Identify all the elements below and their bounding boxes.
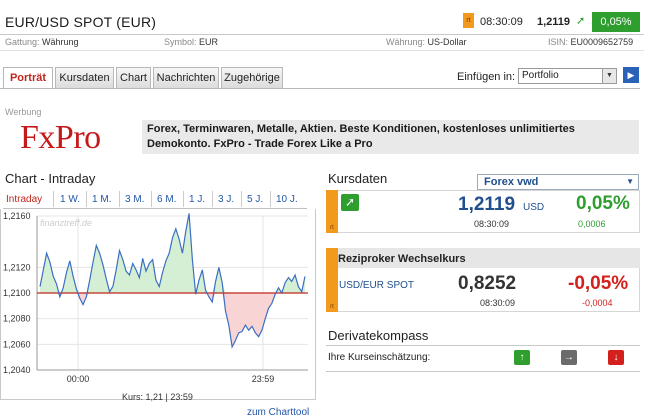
y-tick-label: 1,2040 [3,365,31,375]
range-separator [151,191,152,207]
kursdaten-change-pct: 0,05% [576,193,630,214]
source-select[interactable]: Forex vwd ▼ [477,174,639,190]
tab-nachrichten[interactable]: Nachrichten [153,67,219,88]
range-separator [270,191,271,207]
realtime-strip: rt [326,190,338,233]
kursdaten-currency: USD [523,202,545,213]
y-tick-label: 1,2100 [3,288,31,298]
vote-sideways-button[interactable]: → [561,350,577,365]
meta-waehrung: Währung: US-Dollar [386,37,467,47]
intraday-chart[interactable]: 1,2160 1,2120 1,2100 1,2080 1,2060 1,2040 00:0… [0,209,316,391]
charttool-link[interactable]: zum Charttool [247,407,310,418]
header-time: 08:30:09 [480,16,523,28]
kursdaten-price: 1,2119 [458,194,516,215]
chart-title: Chart - Intraday [5,171,96,186]
realtime-strip: rt [326,248,338,312]
meta-divider [0,50,644,51]
reziprok-change-abs: -0,0004 [582,298,613,308]
ad-label: Werbung [5,107,42,117]
y-tick-label: 1,2160 [3,211,31,221]
range-tab-intraday[interactable]: Intraday [6,194,43,205]
tab-zugehoerige[interactable]: Zugehörige [221,67,283,88]
header-divider [0,34,644,35]
ad-banner[interactable] [142,120,639,154]
kursdaten-title: Kursdaten [328,171,388,186]
chart-watermark: finanztreff.de [40,218,93,228]
reziprok-price: 0,8252 [458,273,517,294]
tab-chart[interactable]: Chart [116,67,151,88]
y-tick-label: 1,2120 [3,262,31,272]
arrow-up-icon: ➚ [341,194,359,211]
vote-down-button[interactable]: ↓ [608,350,624,365]
tabs-divider [0,88,640,89]
arrow-up-icon: ➚ [576,15,586,27]
reziprok-time: 08:30:09 [480,298,516,308]
range-tab-3j[interactable]: 3 J. [218,194,235,205]
tab-portraet[interactable]: Porträt [3,67,53,89]
chart-kurs-info: Kurs: 1,21 | 23:59 [122,392,193,402]
y-tick-label: 1,2060 [3,339,31,349]
range-tab-10j[interactable]: 10 J. [276,194,298,205]
insert-go-button[interactable]: ▶ [623,67,639,83]
x-tick-label: 00:00 [67,374,90,384]
area-below-baseline [40,293,305,347]
range-tab-1m[interactable]: 1 M. [92,194,112,205]
range-tab-6m[interactable]: 6 M. [157,194,177,205]
derivatekompass-title: Derivatekompass [328,328,429,343]
chart-frame [0,209,316,400]
range-separator [86,191,87,207]
fxpro-logo[interactable]: FxPro [20,119,101,156]
range-divider [3,208,307,209]
source-select-value: Forex vwd [484,176,539,188]
meta-symbol: Symbol: EUR [164,37,219,47]
area-above-baseline [40,213,305,293]
range-tab-1j[interactable]: 1 J. [189,194,206,205]
realtime-badge: rt [463,13,474,28]
vote-up-button[interactable]: ↑ [514,350,530,365]
reziprok-link[interactable]: USD/EUR SPOT [339,280,415,291]
range-separator [53,191,54,207]
chevron-down-icon: ▼ [602,69,616,83]
range-separator [241,191,242,207]
range-separator [212,191,213,207]
reziprok-change-pct: -0,05% [568,273,629,294]
range-separator [119,191,120,207]
header-change-badge: 0,05% [592,12,640,32]
header-price: 1,2119 [537,16,571,28]
tab-kursdaten[interactable]: Kursdaten [55,67,114,88]
y-tick-label: 1,2080 [3,314,31,324]
reziprok-header [326,248,640,268]
range-separator [183,191,184,207]
kursdaten-time: 08:30:09 [474,219,510,229]
portfolio-select-value: Portfolio [522,70,559,81]
meta-gattung: Gattung: Währung [5,37,79,47]
chevron-down-icon: ▼ [626,177,634,186]
reziprok-title: Reziproker Wechselkurs [338,253,466,265]
range-tab-3m[interactable]: 3 M. [125,194,145,205]
ad-text[interactable]: Forex, Terminwaren, Metalle, Aktien. Bes… [147,123,575,150]
range-tab-5j[interactable]: 5 J. [247,194,264,205]
derivatekompass-bottom-divider [326,371,640,372]
series-line [39,213,306,349]
kursdaten-change-abs: 0,0006 [578,219,606,229]
derivatekompass-divider [326,345,640,346]
x-tick-label: 23:59 [252,374,275,384]
derivatekompass-label: Ihre Kurseinschätzung: [328,352,431,363]
meta-isin: ISIN: EU0009652759 [548,37,634,47]
insert-label: Einfügen in: [457,71,516,83]
page-title: EUR/USD SPOT (EUR) [5,14,157,30]
range-tab-1w[interactable]: 1 W. [60,194,81,205]
portfolio-select[interactable]: Portfolio ▼ [518,68,617,84]
